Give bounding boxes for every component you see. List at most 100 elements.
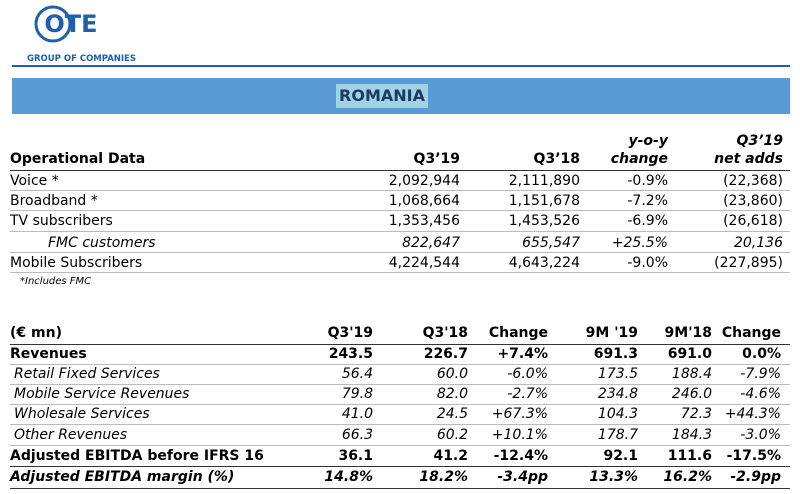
row-label: Adjusted EBITDA before IFRS 16 xyxy=(10,448,264,464)
value-cell: 655,547 xyxy=(522,235,580,251)
column-header: Q3'19 xyxy=(327,325,373,341)
column-header: Operational Data xyxy=(10,151,146,167)
value-cell: 60.2 xyxy=(436,427,468,443)
value-cell: -0.9% xyxy=(627,173,668,189)
column-header: Q3'18 xyxy=(422,325,468,341)
value-cell: 41.0 xyxy=(341,406,373,422)
row-rule xyxy=(10,445,790,446)
row-rule xyxy=(10,170,790,171)
tagline: GROUP OF COMPANIES xyxy=(27,54,136,64)
value-cell: 66.3 xyxy=(341,427,373,443)
logo-area: OTE GROUP OF COMPANIES xyxy=(12,5,790,67)
value-cell: -7.2% xyxy=(627,193,668,209)
value-cell: 82.0 xyxy=(436,386,468,402)
value-cell: (22,368) xyxy=(723,173,783,189)
value-cell: -6.0% xyxy=(507,366,548,382)
row-label: Other Revenues xyxy=(14,427,128,443)
column-header: Change xyxy=(721,325,781,341)
value-cell: 24.5 xyxy=(436,406,468,422)
row-label: FMC customers xyxy=(48,235,156,251)
value-cell: 243.5 xyxy=(328,346,373,362)
value-cell: 1,353,456 xyxy=(388,213,460,229)
value-cell: -3.4pp xyxy=(497,469,548,485)
row-label: Retail Fixed Services xyxy=(14,366,160,382)
value-cell: 178.7 xyxy=(597,427,638,443)
row-label: Mobile Subscribers xyxy=(10,255,143,271)
row-rule xyxy=(10,190,790,191)
value-cell: 1,068,664 xyxy=(388,193,460,209)
value-cell: -9.0% xyxy=(627,255,668,271)
logo-ring xyxy=(34,5,72,43)
value-cell: 14.8% xyxy=(324,469,373,485)
logo: OTE xyxy=(44,10,97,38)
value-cell: (227,895) xyxy=(714,255,783,271)
value-cell: -7.9% xyxy=(740,366,781,382)
row-label: Mobile Service Revenues xyxy=(14,386,190,402)
column-header: Change xyxy=(488,325,548,341)
footnote: *Includes FMC xyxy=(20,276,92,287)
row-label: Revenues xyxy=(10,346,87,362)
value-cell: 60.0 xyxy=(436,366,468,382)
value-cell: 822,647 xyxy=(402,235,460,251)
value-cell: 92.1 xyxy=(603,448,638,464)
row-label: Broadband * xyxy=(10,193,98,209)
value-cell: 18.2% xyxy=(419,469,468,485)
value-cell: -2.7% xyxy=(507,386,548,402)
column-header: (€ mn) xyxy=(10,325,62,341)
value-cell: 1,151,678 xyxy=(508,193,580,209)
value-cell: 4,224,544 xyxy=(388,255,460,271)
value-cell: +67.3% xyxy=(491,406,548,422)
row-rule xyxy=(10,344,790,345)
value-cell: -12.4% xyxy=(493,448,548,464)
column-header: net adds xyxy=(714,151,783,167)
value-cell: +44.3% xyxy=(724,406,781,422)
value-cell: (23,860) xyxy=(723,193,783,209)
value-cell: +25.5% xyxy=(611,235,668,251)
value-cell: 16.2% xyxy=(663,469,712,485)
value-cell: -6.9% xyxy=(627,213,668,229)
value-cell: 173.5 xyxy=(597,366,638,382)
value-cell: 4,643,224 xyxy=(508,255,580,271)
value-cell: (26,618) xyxy=(723,213,783,229)
value-cell: 0.0% xyxy=(742,346,781,362)
row-rule xyxy=(10,272,790,273)
value-cell: 226.7 xyxy=(423,346,468,362)
value-cell: 1,453,526 xyxy=(508,213,580,229)
row-rule xyxy=(10,231,790,232)
column-header: 9M'18 xyxy=(664,325,712,341)
row-rule xyxy=(10,210,790,211)
value-cell: 36.1 xyxy=(338,448,373,464)
row-rule xyxy=(10,384,790,385)
row-label: Voice * xyxy=(10,173,59,189)
value-cell: 2,092,944 xyxy=(388,173,460,189)
row-rule xyxy=(10,466,790,467)
value-cell: 72.3 xyxy=(680,406,712,422)
value-cell: 188.4 xyxy=(671,366,712,382)
value-cell: -17.5% xyxy=(726,448,781,464)
value-cell: 104.3 xyxy=(597,406,638,422)
value-cell: +10.1% xyxy=(491,427,548,443)
value-cell: -3.0% xyxy=(740,427,781,443)
value-cell: -2.9pp xyxy=(730,469,781,485)
value-cell: 20,136 xyxy=(734,235,783,251)
value-cell: 184.3 xyxy=(671,427,712,443)
row-rule xyxy=(10,252,790,253)
row-rule xyxy=(10,404,790,405)
value-cell: 691.0 xyxy=(667,346,712,362)
value-cell: 79.8 xyxy=(341,386,373,402)
value-cell: 246.0 xyxy=(671,386,712,402)
column-header: Q3’18 xyxy=(533,151,580,167)
value-cell: 234.8 xyxy=(597,386,638,402)
value-cell: 13.3% xyxy=(589,469,638,485)
row-rule xyxy=(10,424,790,425)
column-header: 9M '19 xyxy=(585,325,638,341)
value-cell: 691.3 xyxy=(593,346,638,362)
value-cell: 2,111,890 xyxy=(508,173,580,189)
value-cell: +7.4% xyxy=(497,346,548,362)
column-header: Q3’19 xyxy=(413,151,460,167)
value-cell: 111.6 xyxy=(667,448,712,464)
column-header: y-o-y xyxy=(628,133,669,149)
row-rule xyxy=(10,364,790,365)
row-label: Adjusted EBITDA margin (%) xyxy=(10,469,235,485)
